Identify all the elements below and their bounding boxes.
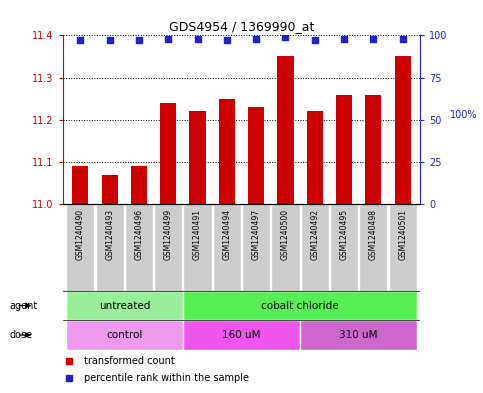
Point — [106, 37, 114, 44]
Bar — [101, 175, 118, 204]
Y-axis label: 100%: 100% — [450, 110, 478, 120]
Point — [223, 37, 231, 44]
Point — [399, 36, 407, 42]
Text: cobalt chloride: cobalt chloride — [261, 301, 339, 310]
Text: untreated: untreated — [99, 301, 150, 310]
Bar — [96, 204, 124, 291]
Bar — [154, 204, 182, 291]
Bar — [66, 204, 95, 291]
Point — [76, 37, 84, 44]
Point — [369, 36, 377, 42]
Point — [252, 36, 260, 42]
Text: GSM1240494: GSM1240494 — [222, 209, 231, 260]
Bar — [388, 204, 417, 291]
Text: GSM1240490: GSM1240490 — [76, 209, 85, 260]
Bar — [66, 320, 183, 350]
Point — [65, 358, 73, 364]
Bar — [271, 204, 299, 291]
Bar — [300, 320, 417, 350]
Text: GSM1240499: GSM1240499 — [164, 209, 173, 260]
Bar — [359, 204, 387, 291]
Text: transformed count: transformed count — [85, 356, 175, 366]
Text: 160 uM: 160 uM — [222, 330, 261, 340]
Text: control: control — [106, 330, 142, 340]
Text: GSM1240492: GSM1240492 — [310, 209, 319, 260]
Bar — [248, 107, 264, 204]
Bar — [213, 204, 241, 291]
Text: GSM1240498: GSM1240498 — [369, 209, 378, 260]
Text: GSM1240495: GSM1240495 — [340, 209, 349, 260]
Bar — [242, 204, 270, 291]
Bar — [307, 111, 323, 204]
Text: 310 uM: 310 uM — [340, 330, 378, 340]
Point — [340, 36, 348, 42]
Point — [164, 36, 172, 42]
Bar — [365, 94, 382, 204]
Text: GSM1240496: GSM1240496 — [134, 209, 143, 260]
Bar — [184, 204, 212, 291]
Bar — [160, 103, 176, 204]
Text: GSM1240501: GSM1240501 — [398, 209, 407, 260]
Point — [194, 36, 201, 42]
Bar — [183, 320, 300, 350]
Bar — [336, 94, 352, 204]
Title: GDS4954 / 1369990_at: GDS4954 / 1369990_at — [169, 20, 314, 33]
Bar — [183, 291, 417, 320]
Bar — [125, 204, 153, 291]
Bar — [131, 166, 147, 204]
Text: percentile rank within the sample: percentile rank within the sample — [85, 373, 249, 383]
Text: GSM1240500: GSM1240500 — [281, 209, 290, 260]
Bar — [72, 166, 88, 204]
Bar — [219, 99, 235, 204]
Text: agent: agent — [10, 301, 38, 310]
Text: GSM1240493: GSM1240493 — [105, 209, 114, 260]
Point — [135, 37, 143, 44]
Bar — [189, 111, 206, 204]
Bar — [66, 291, 183, 320]
Bar — [330, 204, 358, 291]
Bar — [277, 57, 294, 204]
Point — [65, 375, 73, 381]
Text: dose: dose — [10, 330, 33, 340]
Point — [311, 37, 319, 44]
Bar — [301, 204, 329, 291]
Point — [282, 34, 289, 40]
Text: GSM1240497: GSM1240497 — [252, 209, 261, 260]
Text: GSM1240491: GSM1240491 — [193, 209, 202, 260]
Bar — [395, 57, 411, 204]
